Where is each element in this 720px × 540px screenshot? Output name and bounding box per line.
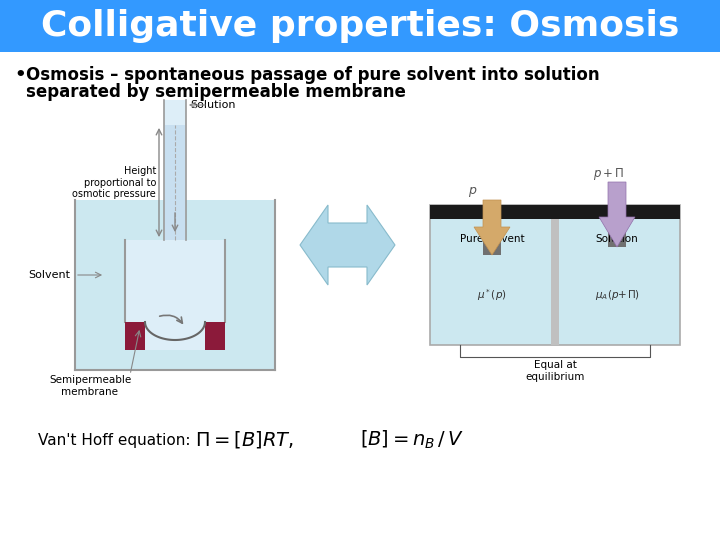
- Bar: [608, 205, 626, 247]
- Bar: [430, 205, 680, 345]
- Text: $[B] = n_B\,/\,V$: $[B] = n_B\,/\,V$: [360, 429, 464, 451]
- Text: $\Pi = [B]RT,$: $\Pi = [B]RT,$: [195, 429, 294, 450]
- Text: $\mu^*(p)$: $\mu^*(p)$: [477, 287, 507, 303]
- Bar: [165, 125, 185, 240]
- Bar: [430, 205, 680, 219]
- Text: Osmosis – spontaneous passage of pure solvent into solution: Osmosis – spontaneous passage of pure so…: [26, 66, 600, 84]
- Text: Pure solvent: Pure solvent: [459, 234, 524, 244]
- Bar: [205, 322, 225, 350]
- Bar: [75, 200, 275, 370]
- Bar: [483, 205, 501, 255]
- Text: Solution: Solution: [595, 234, 639, 244]
- Text: •: •: [14, 66, 26, 84]
- Polygon shape: [474, 200, 510, 255]
- Text: $p + \Pi$: $p + \Pi$: [593, 166, 624, 182]
- Text: Semipermeable
membrane: Semipermeable membrane: [49, 375, 131, 396]
- Text: $\mu_A(p\!+\!\Pi)$: $\mu_A(p\!+\!\Pi)$: [595, 288, 639, 302]
- Text: $p$: $p$: [468, 185, 477, 199]
- Text: Colligative properties: Osmosis: Colligative properties: Osmosis: [41, 9, 679, 43]
- Text: Equal at
equilibrium: Equal at equilibrium: [526, 360, 585, 382]
- Polygon shape: [300, 205, 395, 285]
- Bar: [125, 240, 225, 350]
- Bar: [164, 100, 186, 240]
- Text: Solution: Solution: [190, 100, 235, 110]
- Text: Van't Hoff equation:: Van't Hoff equation:: [38, 433, 191, 448]
- Polygon shape: [599, 182, 635, 247]
- Text: Solvent: Solvent: [28, 270, 70, 280]
- Text: Height
proportional to
osmotic pressure: Height proportional to osmotic pressure: [72, 166, 156, 199]
- Bar: [551, 205, 559, 345]
- Bar: [0, 0, 720, 52]
- Text: separated by semipermeable membrane: separated by semipermeable membrane: [26, 83, 406, 101]
- Bar: [125, 322, 145, 350]
